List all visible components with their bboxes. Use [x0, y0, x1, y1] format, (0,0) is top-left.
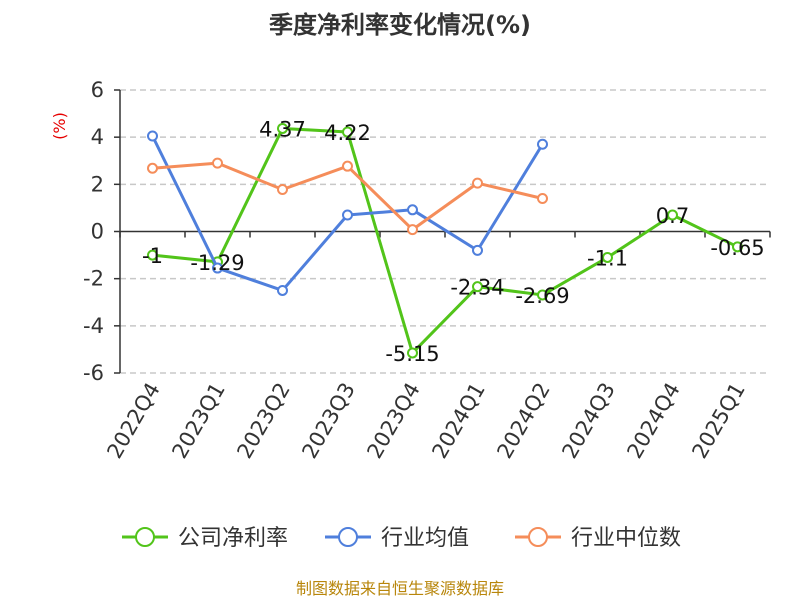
series-line-1 [152, 126, 739, 355]
x-tick-label: 2023Q3 [297, 379, 359, 463]
data-label: 4.22 [324, 121, 371, 145]
data-point [342, 160, 353, 172]
data-label: -0.65 [710, 236, 764, 260]
y-tick-label: 6 [91, 78, 104, 102]
x-tick-label: 2023Q2 [232, 379, 294, 463]
data-point [407, 347, 418, 359]
data-point [212, 157, 223, 169]
chart-title: 季度净利率变化情况(%) [269, 11, 531, 39]
data-point [342, 126, 353, 138]
x-tick-label: 2023Q4 [362, 379, 424, 463]
y-tick-label: -6 [83, 361, 104, 385]
data-label: -1.29 [190, 251, 244, 275]
data-point [667, 209, 678, 221]
data-point [147, 130, 158, 142]
data-point [407, 224, 418, 236]
data-point [342, 209, 353, 221]
data-point [407, 204, 418, 216]
legend[interactable]: 公司净利率 行业均值 行业中位数 [122, 526, 681, 551]
y-tick-label: -2 [83, 267, 104, 291]
data-point [732, 241, 743, 253]
grid-lines [120, 89, 770, 374]
x-tick-label: 2025Q1 [687, 379, 749, 463]
x-tick-label: 2024Q3 [557, 379, 619, 463]
x-tick-label: 2024Q4 [622, 379, 684, 463]
y-tick-label: 0 [91, 220, 104, 244]
data-point [277, 284, 288, 296]
data-point [602, 251, 613, 263]
legend-marker-icon [338, 527, 358, 547]
data-point [537, 289, 548, 301]
data-label: -1.1 [587, 246, 628, 270]
x-tick-label: 2022Q4 [102, 379, 164, 463]
y-tick-labels: 6 4 2 0 -2 -4 -6 [83, 78, 104, 385]
data-point [472, 244, 483, 256]
y-tick-label: 4 [91, 125, 104, 149]
source-note: 制图数据来自恒生聚源数据库 [296, 579, 504, 598]
legend-item[interactable]: 行业均值 [325, 526, 469, 551]
legend-item[interactable]: 行业中位数 [515, 526, 681, 551]
data-point [472, 177, 483, 189]
data-label: -2.34 [450, 276, 504, 300]
x-tick-label: 2023Q1 [167, 379, 229, 463]
data-point [537, 138, 548, 150]
legend-marker-icon [528, 527, 548, 547]
data-label: 4.37 [259, 117, 306, 141]
data-point [277, 122, 288, 134]
y-tick-label: -4 [83, 314, 104, 338]
legend-marker-icon [135, 527, 155, 547]
legend-item[interactable]: 公司净利率 [122, 526, 288, 551]
data-label: -1 [142, 244, 163, 268]
data-point [537, 192, 548, 204]
data-label: 0.7 [656, 204, 689, 228]
data-point [277, 184, 288, 196]
x-tick-label: 2024Q2 [492, 379, 554, 463]
x-tick-labels: 2022Q4 2023Q1 2023Q2 2023Q3 2023Q4 2024Q1 2024… [102, 379, 749, 463]
y-tick-label: 2 [91, 172, 104, 196]
legend-label: 公司净利率 [178, 526, 288, 551]
data-point [212, 262, 223, 274]
legend-label: 行业均值 [381, 526, 469, 551]
x-tick-label: 2024Q1 [427, 379, 489, 463]
data-labels: -1 -1.29 4.37 4.22 -5.15 -2.34 -2.69 -1.1 0.7 -0.… [142, 117, 765, 366]
data-label: -2.69 [515, 284, 569, 308]
data-point [147, 162, 158, 174]
data-label: -5.15 [385, 342, 439, 366]
axes [114, 89, 771, 374]
series-lines [147, 122, 743, 359]
data-point [147, 249, 158, 261]
data-point [472, 281, 483, 293]
y-axis-unit: (%) [50, 112, 69, 140]
legend-label: 行业中位数 [571, 526, 681, 551]
